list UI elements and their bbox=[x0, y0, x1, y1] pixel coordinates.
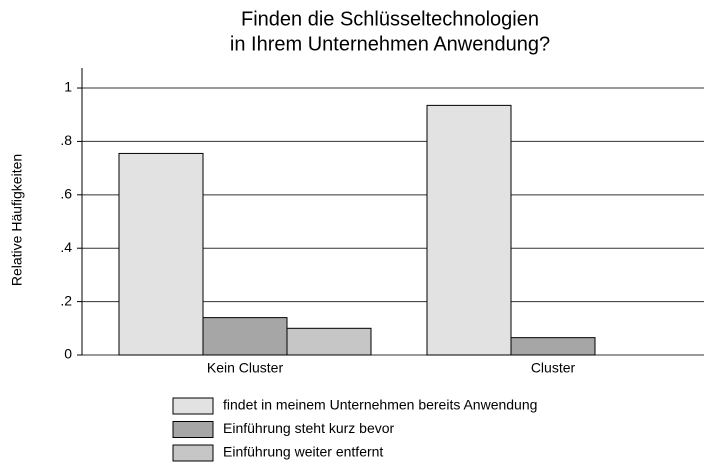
y-tick-label: 0 bbox=[64, 346, 72, 362]
x-tick-label: Kein Cluster bbox=[207, 360, 284, 376]
legend-label: Einführung weiter entfernt bbox=[223, 444, 383, 460]
y-tick-label: .6 bbox=[60, 186, 72, 202]
legend-swatch bbox=[172, 421, 214, 438]
x-tick-label: Cluster bbox=[531, 360, 576, 376]
bar bbox=[118, 152, 204, 356]
chart-title: in Ihrem Unternehmen Anwendung? bbox=[230, 33, 550, 55]
bar bbox=[202, 317, 288, 356]
bar bbox=[286, 327, 372, 356]
legend-swatch bbox=[172, 397, 214, 415]
y-tick-label: .8 bbox=[60, 132, 72, 148]
y-tick-label: 1 bbox=[64, 79, 72, 95]
chart-title: Finden die Schlüsseltechnologien bbox=[241, 8, 539, 30]
bar bbox=[426, 104, 512, 356]
y-tick-label: .2 bbox=[60, 292, 72, 308]
legend-label: findet in meinem Unternehmen bereits Anw… bbox=[223, 397, 537, 413]
y-tick-label: .4 bbox=[60, 239, 72, 255]
y-axis-label: Relative Häufigkeiten bbox=[9, 154, 25, 286]
legend-swatch bbox=[172, 444, 214, 462]
legend-label: Einführung steht kurz bevor bbox=[223, 420, 395, 436]
bar bbox=[510, 337, 596, 356]
